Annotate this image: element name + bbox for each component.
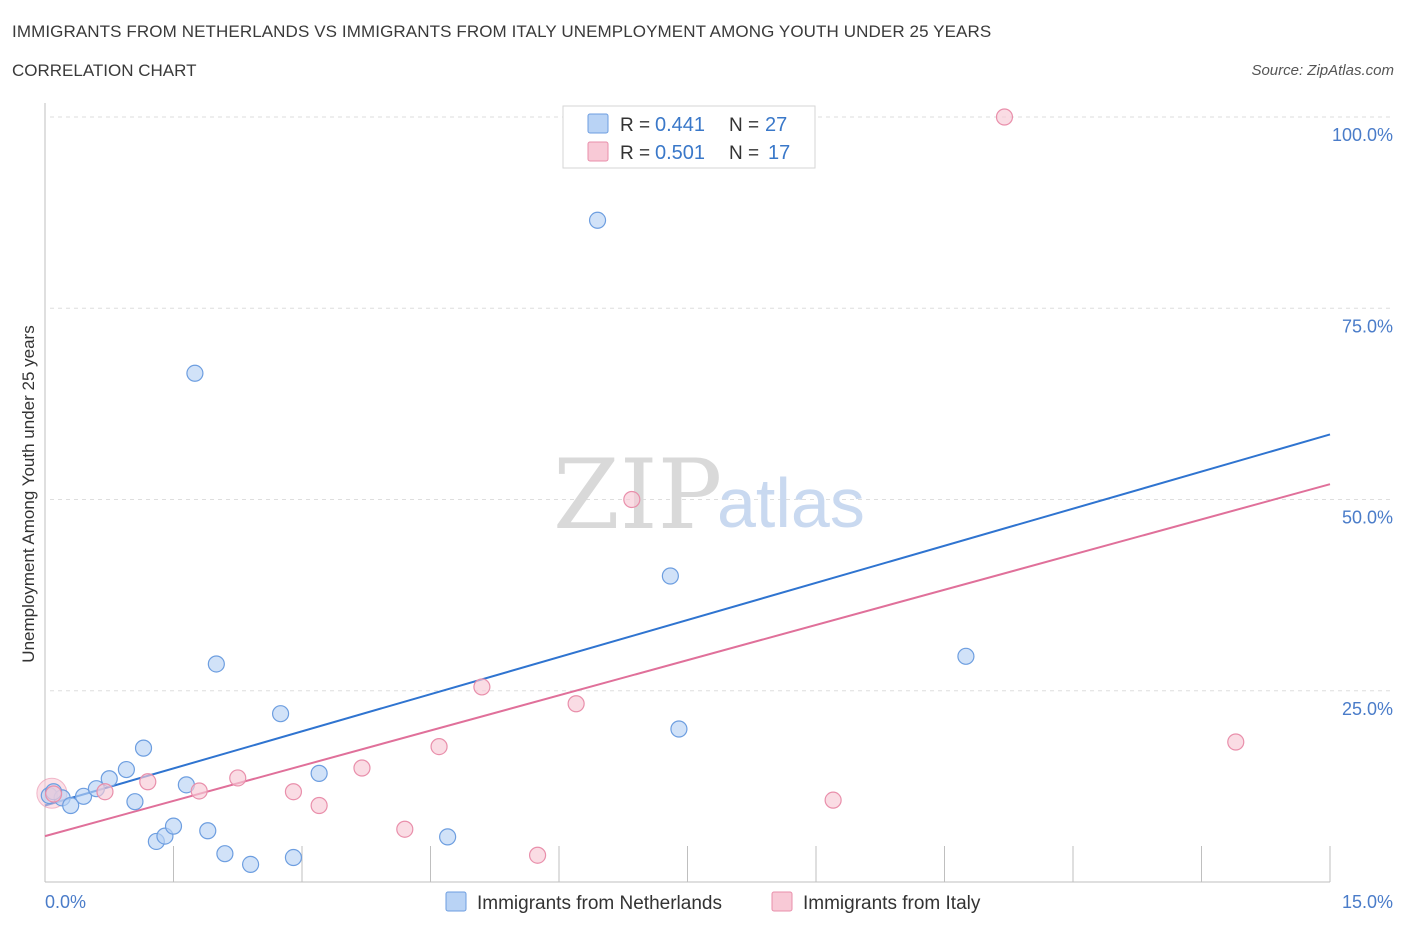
data-point-italy	[995, 108, 1014, 126]
data-point-netherlands	[957, 647, 975, 665]
trendline-netherlands	[44, 433, 1331, 807]
data-point-netherlands	[242, 855, 260, 874]
data-point-netherlands	[62, 796, 80, 815]
data-point-italy	[567, 695, 585, 713]
source-label: Source: ZipAtlas.com	[1251, 62, 1394, 79]
legend-n-value-italy: 17	[768, 142, 790, 164]
legend-r-value-italy: 0.501	[655, 142, 705, 164]
data-point-italy	[528, 846, 547, 864]
y-tick-label-25: 25.0%	[1342, 699, 1393, 719]
data-point-italy	[96, 783, 114, 801]
data-point-netherlands	[271, 705, 290, 723]
data-point-italy	[473, 678, 491, 696]
data-point-netherlands	[74, 787, 93, 805]
legend-r-value-netherlands: 0.441	[655, 114, 705, 136]
data-point-netherlands	[126, 793, 144, 811]
data-point-italy	[139, 773, 157, 791]
bottom-legend: Immigrants from Netherlands Immigrants f…	[445, 891, 981, 914]
data-point-italy	[1227, 733, 1245, 751]
x-tick-labels: 0.0% 15.0%	[45, 892, 1393, 912]
data-point-netherlands	[284, 848, 303, 867]
data-point-netherlands	[588, 211, 607, 229]
data-point-italy	[229, 769, 247, 787]
legend-r-label-netherlands: R =	[620, 115, 650, 136]
x-tick-label-max: 15.0%	[1342, 892, 1393, 912]
data-point-italy	[623, 490, 641, 509]
y-tick-label-75: 75.0%	[1342, 316, 1393, 336]
legend-n-label-italy: N =	[729, 143, 759, 164]
trendline-italy	[44, 483, 1331, 838]
data-point-italy	[310, 796, 328, 815]
data-point-italy	[430, 737, 448, 756]
chart-title: IMMIGRANTS FROM NETHERLANDS VS IMMIGRANT…	[12, 22, 992, 41]
bottom-legend-label-italy: Immigrants from Italy	[803, 893, 981, 914]
data-point-italy	[824, 791, 842, 809]
trendlines	[44, 433, 1331, 838]
data-point-netherlands	[207, 655, 225, 673]
chart-subtitle: CORRELATION CHART	[12, 61, 197, 80]
data-point-italy	[284, 783, 303, 801]
gridlines	[50, 116, 1393, 692]
data-point-netherlands	[310, 764, 328, 782]
y-axis-label: Unemployment Among Youth under 25 years	[19, 325, 38, 662]
watermark-atlas: atlas	[717, 464, 865, 542]
data-point-netherlands	[670, 720, 688, 738]
watermark: ZIP atlas	[553, 439, 865, 551]
data-point-netherlands	[164, 817, 183, 835]
y-tick-label-100: 100.0%	[1332, 125, 1393, 145]
data-points	[36, 108, 1245, 874]
data-point-italy	[353, 759, 371, 777]
data-point-italy	[190, 782, 208, 800]
y-tick-label-50: 50.0%	[1342, 508, 1393, 528]
data-point-netherlands	[439, 828, 457, 846]
y-tick-labels: 25.0% 50.0% 75.0% 100.0%	[1332, 125, 1393, 719]
bottom-legend-swatch-italy	[771, 891, 793, 912]
legend: R = 0.441 N = 27 R = 0.501 N = 17	[562, 105, 816, 169]
legend-r-label-italy: R =	[620, 143, 650, 164]
legend-n-value-netherlands: 27	[765, 114, 787, 136]
bottom-legend-swatch-netherlands	[445, 891, 467, 912]
legend-swatch-italy	[587, 141, 609, 162]
data-point-netherlands	[186, 364, 204, 382]
legend-n-label-netherlands: N =	[729, 115, 759, 136]
data-point-netherlands	[117, 760, 135, 779]
data-point-netherlands	[216, 845, 234, 863]
legend-swatch-netherlands	[587, 113, 609, 134]
data-point-netherlands	[199, 822, 217, 840]
axes	[44, 103, 1331, 883]
data-point-netherlands	[134, 739, 153, 757]
data-point-italy	[396, 820, 414, 838]
bottom-legend-label-netherlands: Immigrants from Netherlands	[477, 893, 722, 914]
data-point-netherlands	[661, 567, 679, 585]
x-tick-label-min: 0.0%	[45, 892, 86, 912]
data-point-italy	[44, 785, 63, 803]
